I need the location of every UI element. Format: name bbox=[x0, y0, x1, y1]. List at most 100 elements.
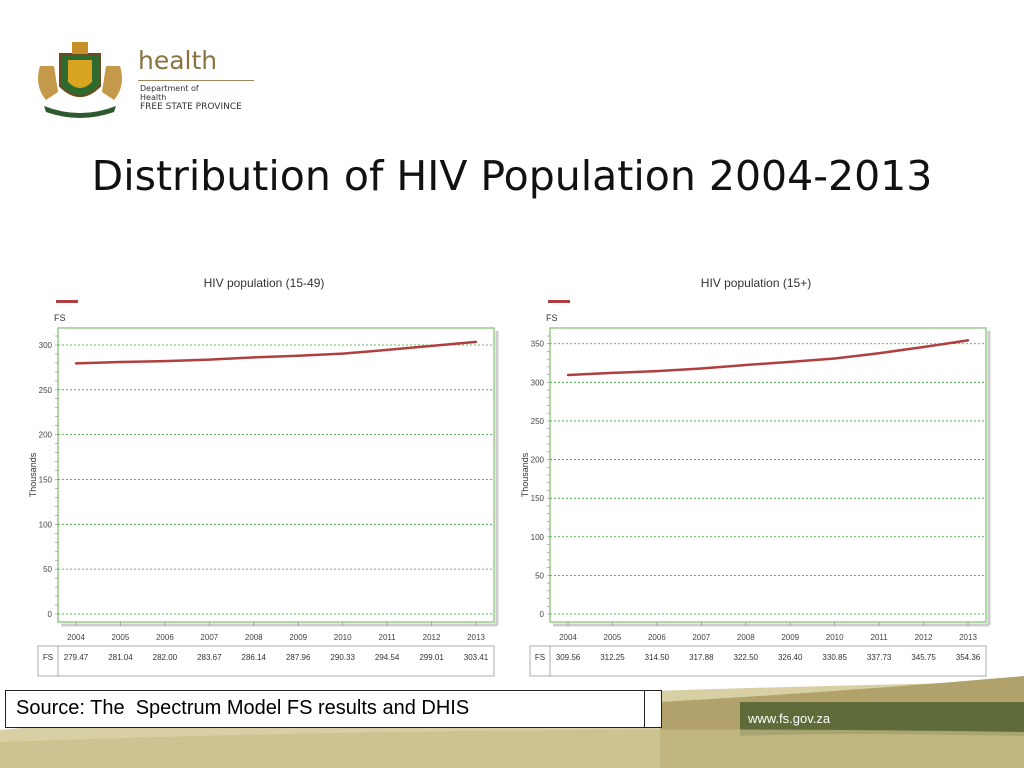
x-tick-label: 2009 bbox=[289, 633, 307, 642]
table-cell: 294.54 bbox=[375, 653, 400, 662]
chart-title: HIV population (15+) bbox=[701, 276, 811, 290]
data-point bbox=[119, 360, 122, 364]
x-tick-label: 2013 bbox=[467, 633, 485, 642]
chart-hiv-15-plus: HIV population (15+) FS 0 50 100 150 200 250 300… bbox=[516, 268, 996, 680]
logo-line-1: Department of bbox=[140, 84, 199, 93]
table-cell: 337.73 bbox=[867, 653, 892, 662]
data-point bbox=[611, 371, 614, 375]
coat-of-arms-icon bbox=[38, 42, 122, 118]
x-tick-label: 2011 bbox=[379, 633, 397, 642]
data-point bbox=[430, 344, 433, 348]
y-tick-label: 300 bbox=[39, 341, 53, 350]
x-tick-label: 2009 bbox=[781, 633, 799, 642]
data-point bbox=[744, 363, 747, 367]
y-axis-label: Thousands bbox=[28, 452, 38, 497]
y-tick-label: 150 bbox=[531, 494, 545, 503]
y-tick-label: 50 bbox=[535, 571, 544, 580]
logo-line-2: Health bbox=[140, 93, 167, 102]
x-tick-label: 2010 bbox=[826, 633, 844, 642]
legend-marker bbox=[548, 300, 570, 303]
source-box: Source: The Spectrum Model FS results an… bbox=[5, 690, 649, 728]
chart-title: HIV population (15-49) bbox=[204, 276, 325, 290]
x-tick-label: 2008 bbox=[737, 633, 755, 642]
series-line-fs bbox=[75, 340, 477, 365]
x-tick-label: 2007 bbox=[200, 633, 218, 642]
y-tick-label: 0 bbox=[48, 610, 53, 619]
table-cell: 309.56 bbox=[556, 653, 581, 662]
health-logo: health Department of Health FREE STATE P… bbox=[30, 36, 260, 120]
data-table bbox=[37, 645, 495, 677]
table-cell: 312.25 bbox=[600, 653, 625, 662]
data-point bbox=[474, 340, 478, 344]
y-tick-label: 350 bbox=[531, 340, 545, 349]
table-cell: 283.67 bbox=[197, 653, 222, 662]
data-point bbox=[341, 352, 344, 355]
y-axis-label: Thousands bbox=[520, 452, 530, 497]
data-point bbox=[208, 358, 211, 361]
table-cell: 290.33 bbox=[330, 653, 355, 662]
logo-word: health bbox=[138, 46, 218, 75]
table-cell: 299.01 bbox=[419, 653, 444, 662]
x-tick-label: 2008 bbox=[245, 633, 263, 642]
x-tick-label: 2010 bbox=[334, 633, 352, 642]
y-tick-label: 200 bbox=[531, 456, 545, 465]
area-label: FS bbox=[54, 313, 66, 323]
plot-frame bbox=[57, 327, 495, 623]
data-point bbox=[700, 367, 703, 370]
x-tick-label: 2006 bbox=[648, 633, 666, 642]
table-cell: 282.00 bbox=[153, 653, 178, 662]
table-cell: 286.14 bbox=[242, 653, 267, 662]
table-cell: 326.40 bbox=[778, 653, 803, 662]
data-point bbox=[163, 359, 167, 363]
area-label: FS bbox=[546, 313, 558, 323]
source-text: Source: The Spectrum Model FS results an… bbox=[16, 697, 470, 719]
plot-frame bbox=[549, 327, 987, 623]
table-cell: 322.50 bbox=[734, 653, 759, 662]
y-tick-label: 200 bbox=[39, 431, 53, 440]
table-row-label: FS bbox=[43, 653, 53, 662]
y-tick-label: 50 bbox=[43, 565, 52, 574]
table-cell: 330.85 bbox=[822, 653, 847, 662]
table-cell: 345.75 bbox=[911, 653, 936, 662]
data-point bbox=[789, 360, 792, 364]
x-tick-label: 2011 bbox=[871, 633, 889, 642]
y-tick-label: 250 bbox=[39, 386, 53, 395]
table-cell: 303.41 bbox=[464, 653, 489, 662]
x-tick-label: 2012 bbox=[423, 633, 441, 642]
table-row-label: FS bbox=[535, 653, 545, 662]
logo-line-3: FREE STATE PROVINCE bbox=[140, 102, 242, 112]
chart-hiv-15-49-svg: HIV population (15-49) FS 0 50 100 150 200 250 3… bbox=[28, 276, 499, 677]
data-point bbox=[833, 357, 836, 360]
y-tick-label: 300 bbox=[531, 378, 545, 387]
data-point bbox=[966, 339, 970, 342]
data-point bbox=[74, 362, 78, 365]
table-cell: 314.50 bbox=[645, 653, 670, 662]
source-box-cell bbox=[644, 690, 662, 728]
y-tick-label: 250 bbox=[531, 417, 545, 426]
legend-marker bbox=[56, 300, 78, 303]
x-tick-label: 2005 bbox=[604, 633, 622, 642]
x-tick-label: 2005 bbox=[112, 633, 130, 642]
logo-rule bbox=[138, 80, 254, 81]
x-tick-label: 2006 bbox=[156, 633, 174, 642]
table-cell: 317.88 bbox=[689, 653, 714, 662]
x-tick-label: 2004 bbox=[67, 633, 85, 642]
y-tick-label: 150 bbox=[39, 475, 53, 484]
data-point bbox=[297, 354, 300, 357]
x-tick-label: 2004 bbox=[559, 633, 577, 642]
slide-title: Distribution of HIV Population 2004-2013 bbox=[91, 152, 933, 200]
series-line-fs bbox=[567, 339, 969, 377]
data-point bbox=[566, 373, 570, 377]
y-tick-label: 100 bbox=[39, 520, 53, 529]
data-point bbox=[655, 369, 659, 373]
table-cell: 287.96 bbox=[286, 653, 311, 662]
data-point bbox=[385, 348, 389, 352]
chart-hiv-15-plus-svg: HIV population (15+) FS 0 50 100 150 200 250 300… bbox=[520, 276, 991, 677]
x-tick-label: 2007 bbox=[692, 633, 710, 642]
x-tick-label: 2012 bbox=[915, 633, 933, 642]
chart-hiv-15-49: HIV population (15-49) FS 0 50 100 150 200 250 3… bbox=[24, 268, 504, 680]
y-tick-label: 100 bbox=[531, 533, 545, 542]
website-link[interactable]: www.fs.gov.za bbox=[748, 711, 831, 726]
data-point bbox=[922, 345, 925, 349]
table-cell: 281.04 bbox=[108, 653, 133, 662]
